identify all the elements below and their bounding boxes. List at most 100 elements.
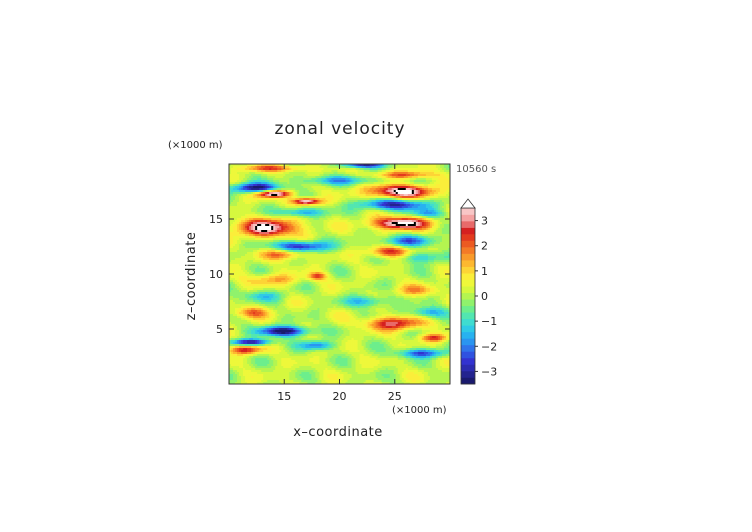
field-cell bbox=[309, 216, 312, 219]
field-cell bbox=[305, 252, 308, 255]
field-cell bbox=[331, 232, 334, 235]
field-cell bbox=[305, 254, 308, 257]
field-cell bbox=[319, 190, 322, 193]
field-cell bbox=[387, 182, 391, 185]
field-cell bbox=[261, 182, 264, 185]
field-cell bbox=[343, 182, 346, 185]
field-cell bbox=[305, 208, 308, 211]
field-cell bbox=[433, 176, 437, 179]
field-cell bbox=[311, 200, 314, 203]
field-cell bbox=[299, 220, 302, 223]
field-cell bbox=[441, 166, 445, 169]
field-cell bbox=[237, 244, 240, 247]
field-cell bbox=[293, 188, 296, 191]
field-cell bbox=[357, 250, 360, 253]
field-cell bbox=[421, 208, 425, 211]
field-cell bbox=[325, 164, 328, 167]
field-cell bbox=[429, 242, 433, 245]
field-cell bbox=[343, 212, 346, 215]
field-cell bbox=[277, 240, 280, 243]
field-cell bbox=[367, 196, 370, 199]
field-cell bbox=[351, 234, 354, 237]
field-cell bbox=[315, 204, 318, 207]
field-cell bbox=[349, 226, 352, 229]
field-cell bbox=[249, 170, 252, 173]
field-cell bbox=[231, 204, 234, 207]
field-cell bbox=[391, 246, 395, 249]
field-cell bbox=[263, 188, 266, 191]
field-cell bbox=[361, 228, 364, 231]
field-cell bbox=[371, 246, 375, 249]
field-cell bbox=[319, 168, 322, 171]
field-cell bbox=[293, 224, 296, 227]
field-cell bbox=[407, 192, 411, 195]
field-cell bbox=[435, 204, 439, 207]
field-cell bbox=[319, 196, 322, 199]
field-cell bbox=[373, 170, 377, 173]
field-cell bbox=[233, 204, 236, 207]
field-cell bbox=[369, 192, 372, 195]
field-cell bbox=[407, 240, 411, 243]
field-cell bbox=[291, 196, 294, 199]
field-cell bbox=[401, 248, 405, 251]
field-cell bbox=[419, 174, 423, 177]
field-cell bbox=[445, 224, 449, 227]
field-cell bbox=[349, 234, 352, 237]
field-cell bbox=[261, 178, 264, 181]
field-cell bbox=[281, 220, 284, 223]
field-cell bbox=[375, 224, 379, 227]
field-cell bbox=[295, 164, 298, 167]
field-cell bbox=[353, 246, 356, 249]
field-cell bbox=[319, 228, 322, 231]
field-cell bbox=[293, 204, 296, 207]
field-cell bbox=[359, 208, 362, 211]
field-cell bbox=[283, 170, 286, 173]
field-cell bbox=[409, 252, 413, 255]
field-cell bbox=[271, 248, 274, 251]
field-cell bbox=[255, 192, 258, 195]
field-cell bbox=[251, 248, 254, 251]
field-cell bbox=[397, 230, 401, 233]
field-cell bbox=[441, 212, 445, 215]
field-cell bbox=[403, 208, 407, 211]
field-cell bbox=[295, 208, 298, 211]
field-cell bbox=[343, 246, 346, 249]
field-cell bbox=[401, 208, 405, 211]
field-cell bbox=[255, 202, 258, 205]
field-cell bbox=[237, 190, 240, 193]
field-cell bbox=[405, 226, 409, 229]
field-cell bbox=[339, 236, 342, 239]
field-cell bbox=[305, 174, 308, 177]
field-cell bbox=[335, 252, 338, 255]
field-cell bbox=[253, 254, 256, 257]
field-cell bbox=[423, 230, 427, 233]
field-cell bbox=[427, 164, 431, 167]
field-cell bbox=[357, 192, 360, 195]
field-cell bbox=[291, 254, 294, 257]
field-cell bbox=[231, 184, 234, 187]
field-cell bbox=[341, 170, 344, 173]
field-cell bbox=[317, 188, 320, 191]
field-cell bbox=[413, 218, 417, 221]
field-cell bbox=[311, 208, 314, 211]
field-cell bbox=[317, 170, 320, 173]
field-cell bbox=[387, 224, 391, 227]
field-cell bbox=[383, 176, 387, 179]
field-cell bbox=[265, 206, 268, 209]
field-cell bbox=[257, 250, 260, 253]
field-cell bbox=[353, 188, 356, 191]
field-cell bbox=[381, 218, 385, 221]
field-cell bbox=[257, 192, 260, 195]
field-cell bbox=[387, 166, 391, 169]
field-cell bbox=[343, 198, 346, 201]
field-cell bbox=[277, 254, 280, 257]
field-cell bbox=[259, 180, 262, 183]
field-cell bbox=[271, 166, 274, 169]
field-cell bbox=[255, 164, 258, 167]
field-cell bbox=[409, 210, 413, 213]
field-cell bbox=[419, 184, 423, 187]
field-cell bbox=[427, 222, 431, 225]
field-cell bbox=[385, 250, 389, 253]
field-cell bbox=[377, 190, 381, 193]
field-cell bbox=[409, 184, 413, 187]
